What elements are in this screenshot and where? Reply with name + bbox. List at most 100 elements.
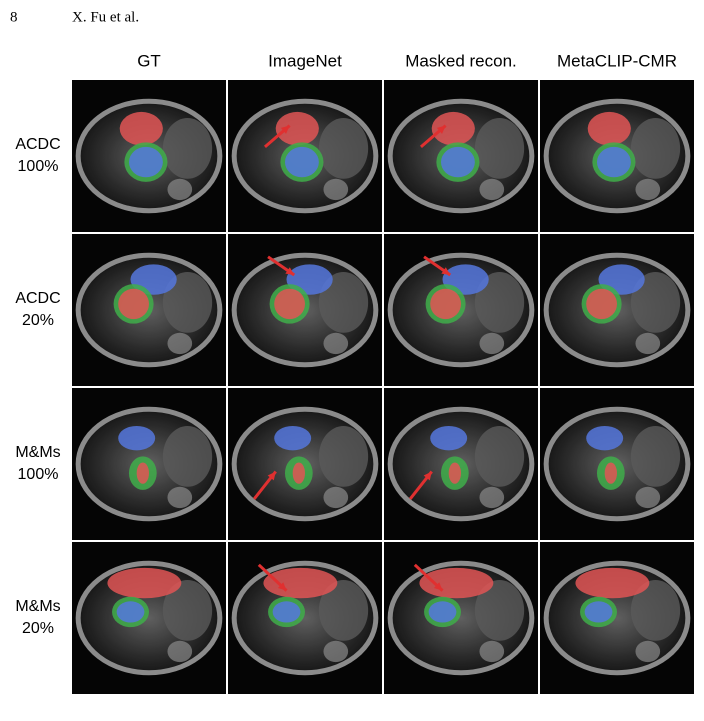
anatomy — [635, 178, 661, 201]
column-header: Masked recon. — [405, 51, 517, 70]
mri-panel — [540, 80, 694, 232]
mri-panel — [72, 234, 226, 386]
segmentation — [586, 288, 617, 320]
anatomy — [323, 486, 349, 509]
mri-panel — [72, 542, 226, 694]
arrow-head — [433, 582, 443, 591]
segmentation — [272, 601, 301, 623]
anatomy — [474, 426, 525, 487]
row-label: ACDC — [15, 136, 60, 153]
anatomy — [635, 640, 661, 663]
arrow-head — [277, 582, 287, 591]
mri-panel — [72, 388, 226, 540]
anatomy — [635, 486, 661, 509]
segmentation — [440, 146, 475, 178]
segmentation — [284, 146, 319, 178]
anatomy — [323, 640, 349, 663]
segmentation — [118, 426, 156, 451]
page-number: 8 — [10, 9, 18, 25]
segmentation — [584, 601, 613, 623]
segmentation — [116, 601, 145, 623]
row-label: M&Ms — [15, 444, 60, 461]
segmentation — [136, 462, 149, 484]
anatomy — [318, 426, 369, 487]
anatomy — [318, 580, 369, 641]
column-header: MetaCLIP-CMR — [557, 51, 677, 70]
column-header: GT — [137, 51, 161, 70]
segmentation — [419, 567, 494, 599]
anatomy — [318, 117, 369, 179]
segmentation — [107, 567, 182, 599]
mri-panel — [540, 542, 694, 694]
segmentation — [604, 462, 618, 484]
row-label: ACDC — [15, 290, 60, 307]
row-label: 100% — [18, 466, 59, 483]
segmentation — [587, 111, 631, 146]
arrow-head — [280, 125, 290, 134]
segmentation — [430, 426, 468, 451]
mri-panel — [228, 234, 382, 386]
segmentation — [128, 146, 163, 178]
mri-panel — [540, 388, 694, 540]
anatomy — [474, 272, 525, 333]
segmentation — [118, 288, 149, 320]
mri-panel — [384, 388, 538, 540]
anatomy — [630, 117, 681, 179]
column-header: ImageNet — [268, 51, 342, 70]
anatomy — [162, 272, 213, 333]
anatomy — [162, 580, 213, 641]
row-label: M&Ms — [15, 598, 60, 615]
anatomy — [635, 332, 661, 355]
segmentation — [275, 111, 319, 146]
mri-panel — [228, 542, 382, 694]
segmentation — [292, 462, 305, 484]
anatomy — [630, 272, 681, 333]
anatomy — [167, 178, 193, 201]
anatomy — [479, 332, 505, 355]
segmentation — [575, 567, 650, 599]
segmentation — [596, 146, 631, 178]
anatomy — [167, 640, 193, 663]
segmentation — [428, 601, 457, 623]
anatomy — [323, 178, 349, 201]
anatomy — [479, 640, 505, 663]
mri-panel — [228, 80, 382, 232]
arrow-head — [441, 267, 451, 276]
mri-panel — [72, 80, 226, 232]
running-head: X. Fu et al. — [72, 9, 139, 25]
segmentation — [119, 111, 163, 146]
segmentation — [274, 288, 305, 320]
anatomy — [479, 178, 505, 201]
segmentation — [274, 426, 312, 451]
mri-panel — [228, 388, 382, 540]
anatomy — [474, 117, 525, 179]
segmentation — [431, 111, 475, 146]
arrow-head — [436, 125, 446, 134]
row-label: 20% — [22, 312, 54, 329]
anatomy — [318, 272, 369, 333]
mri-panel — [384, 234, 538, 386]
segmentation — [586, 426, 624, 451]
anatomy — [323, 332, 349, 355]
anatomy — [167, 332, 193, 355]
anatomy — [474, 580, 525, 641]
segmentation — [263, 567, 338, 599]
arrow-head — [423, 471, 432, 481]
arrow-head — [267, 471, 276, 481]
anatomy — [630, 426, 681, 487]
anatomy — [162, 426, 213, 487]
mri-panel — [384, 542, 538, 694]
segmentation — [430, 288, 461, 320]
row-label: 100% — [18, 158, 59, 175]
arrow-head — [285, 267, 295, 276]
anatomy — [167, 486, 193, 509]
anatomy — [630, 580, 681, 641]
row-label: 20% — [22, 620, 54, 637]
anatomy — [162, 117, 213, 179]
segmentation — [448, 462, 461, 484]
mri-panel — [540, 234, 694, 386]
mri-panel — [384, 80, 538, 232]
anatomy — [479, 486, 505, 509]
